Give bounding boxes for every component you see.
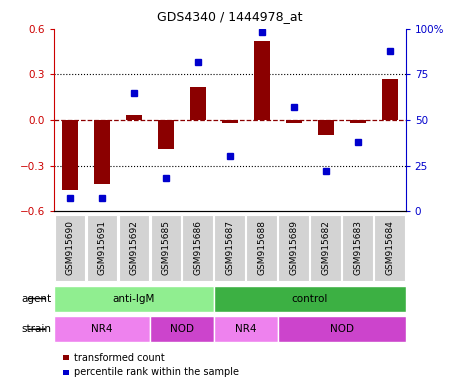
Bar: [382, 79, 398, 120]
Bar: [190, 86, 206, 120]
Text: GSM915682: GSM915682: [321, 220, 330, 275]
Bar: [126, 116, 142, 120]
Text: GDS4340 / 1444978_at: GDS4340 / 1444978_at: [157, 10, 303, 23]
Bar: [222, 120, 238, 123]
Text: GSM915692: GSM915692: [129, 220, 138, 275]
FancyBboxPatch shape: [54, 215, 85, 281]
Text: strain: strain: [22, 324, 52, 334]
Text: GSM915688: GSM915688: [257, 220, 266, 275]
FancyBboxPatch shape: [310, 215, 341, 281]
Text: NR4: NR4: [235, 324, 257, 334]
Bar: [286, 120, 302, 123]
FancyBboxPatch shape: [374, 215, 405, 281]
FancyBboxPatch shape: [214, 316, 278, 342]
Text: GSM915683: GSM915683: [353, 220, 362, 275]
Text: GSM915686: GSM915686: [193, 220, 202, 275]
Text: NOD: NOD: [170, 324, 194, 334]
FancyBboxPatch shape: [119, 215, 149, 281]
FancyBboxPatch shape: [246, 215, 277, 281]
Text: control: control: [292, 293, 328, 304]
Text: GSM915689: GSM915689: [289, 220, 298, 275]
Text: transformed count: transformed count: [74, 353, 165, 363]
Text: anti-IgM: anti-IgM: [113, 293, 155, 304]
Text: percentile rank within the sample: percentile rank within the sample: [74, 367, 239, 377]
FancyBboxPatch shape: [279, 215, 309, 281]
Text: GSM915690: GSM915690: [65, 220, 75, 275]
FancyBboxPatch shape: [182, 215, 213, 281]
Text: GSM915691: GSM915691: [98, 220, 106, 275]
FancyBboxPatch shape: [54, 316, 150, 342]
FancyBboxPatch shape: [54, 286, 214, 311]
Bar: [254, 41, 270, 120]
FancyBboxPatch shape: [342, 215, 373, 281]
FancyBboxPatch shape: [87, 215, 117, 281]
Text: GSM915685: GSM915685: [161, 220, 170, 275]
Text: NR4: NR4: [91, 324, 113, 334]
FancyBboxPatch shape: [151, 215, 181, 281]
Text: NOD: NOD: [330, 324, 354, 334]
Text: agent: agent: [22, 293, 52, 304]
Bar: [94, 120, 110, 184]
FancyBboxPatch shape: [278, 316, 406, 342]
Bar: [350, 120, 366, 123]
Text: GSM915687: GSM915687: [225, 220, 234, 275]
FancyBboxPatch shape: [214, 215, 245, 281]
Bar: [62, 120, 78, 190]
FancyBboxPatch shape: [214, 286, 406, 311]
Bar: [318, 120, 334, 135]
Bar: [158, 120, 174, 149]
FancyBboxPatch shape: [150, 316, 214, 342]
Text: GSM915684: GSM915684: [385, 220, 394, 275]
